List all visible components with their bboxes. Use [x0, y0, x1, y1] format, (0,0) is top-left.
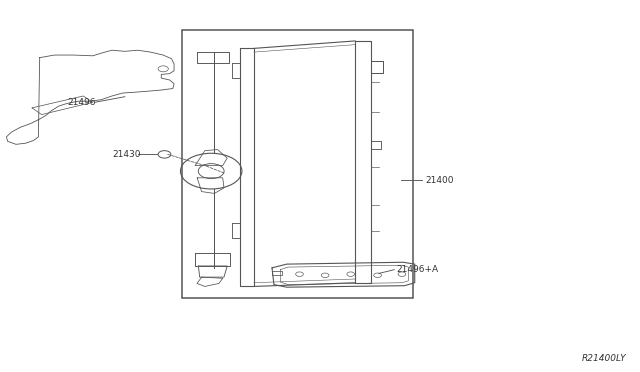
- Bar: [182, 30, 413, 298]
- Text: 21496+A: 21496+A: [397, 265, 439, 274]
- Text: 21496: 21496: [67, 98, 96, 107]
- Text: 21430: 21430: [112, 150, 141, 159]
- Text: 21400: 21400: [426, 176, 454, 185]
- Text: R21400LY: R21400LY: [581, 354, 626, 363]
